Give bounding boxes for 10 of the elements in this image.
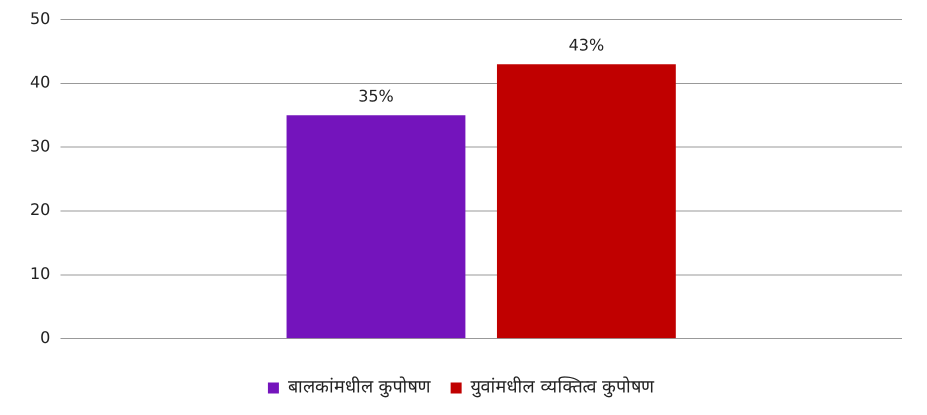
legend-label: बालकांमधील कुपोषण	[288, 376, 432, 398]
y-tick-label: 50	[30, 8, 50, 28]
y-tick-label: 10	[30, 264, 50, 283]
data-label: 35%	[358, 86, 394, 106]
legend-label: युवांमधील व्यक्तित्व कुपोषण	[470, 376, 656, 398]
y-tick-label: 40	[30, 72, 50, 92]
data-label: 43%	[568, 35, 604, 54]
y-tick-label: 30	[30, 136, 50, 156]
y-tick-label: 20	[30, 200, 50, 220]
y-tick-label: 0	[40, 328, 50, 347]
